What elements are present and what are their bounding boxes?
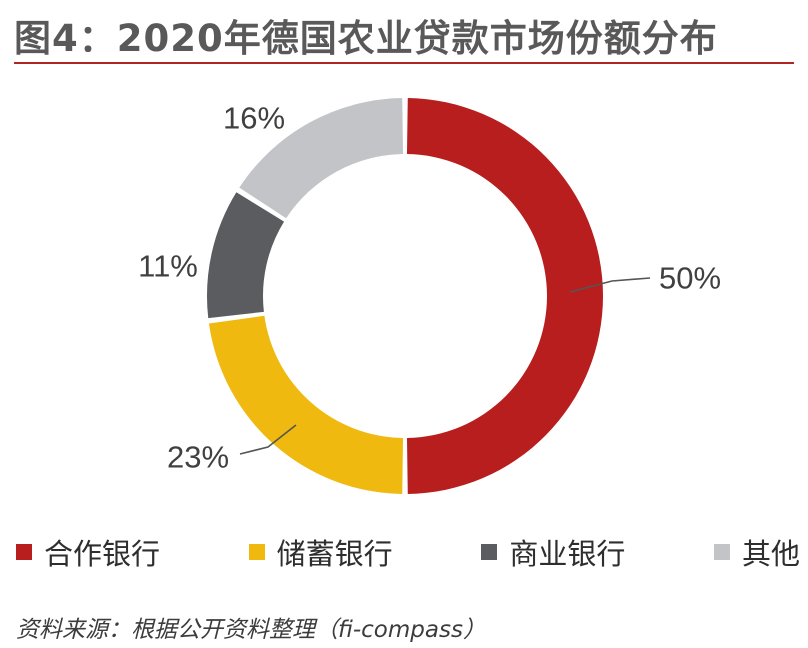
donut-slice-cooperative-banks [406,98,604,494]
leader-line-savings-banks [239,424,297,455]
donut-slice-other [239,98,404,219]
legend-label-commercial-banks: 商业银行 [509,537,626,571]
legend-item-commercial-banks: 商业银行 [481,531,625,573]
legend-label-cooperative-banks: 合作银行 [44,537,161,571]
data-label-cooperative-banks: 50% [659,261,721,296]
donut-slice-commercial-banks [207,192,285,319]
donut-slice-savings-banks [208,315,404,494]
donut-chart: 50% 23% 11% 16% [138,98,721,494]
data-label-commercial-banks: 11% [138,249,198,284]
legend-item-cooperative-banks: 合作银行 [16,531,160,573]
leader-line-cooperative-banks [569,277,651,293]
legend: 合作银行 储蓄银行 商业银行 其他 [16,530,800,574]
legend-label-other: 其他 [741,537,800,571]
chart-title: 图4：2020年德国农业贷款市场份额分布 [14,17,718,60]
legend-swatch-commercial-banks [481,544,498,560]
data-label-other: 16% [223,101,285,136]
legend-swatch-other [713,544,730,560]
title-underline [14,62,794,64]
legend-swatch-savings-banks [248,544,265,560]
data-label-savings-banks: 23% [167,440,229,475]
source-note: 资料来源：根据公开资料整理（fi-compass） [16,617,486,643]
legend-label-savings-banks: 储蓄银行 [276,537,393,571]
legend-item-savings-banks: 储蓄银行 [248,531,393,573]
legend-item-other: 其他 [713,531,800,573]
legend-swatch-cooperative-banks [16,544,32,560]
